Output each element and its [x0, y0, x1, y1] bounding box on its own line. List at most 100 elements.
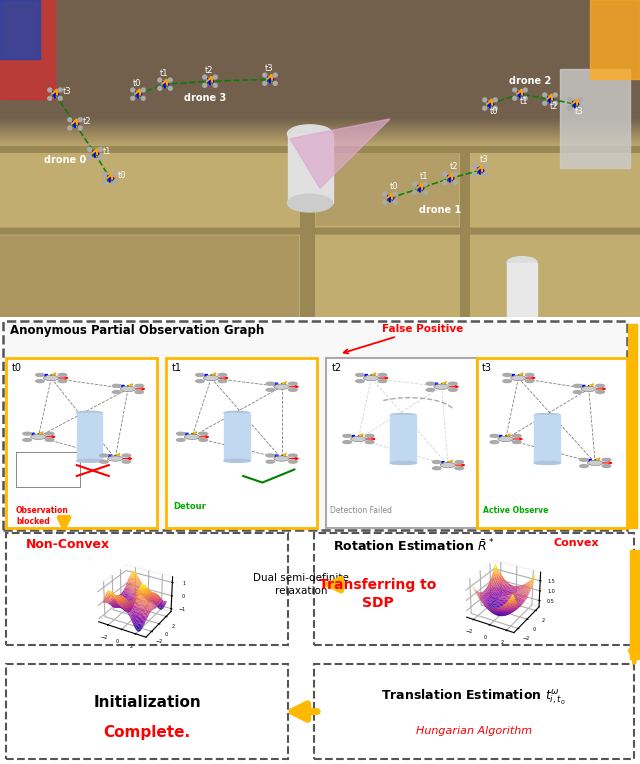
Text: t2: t2 — [205, 66, 214, 76]
Circle shape — [596, 384, 604, 387]
Text: t0: t0 — [133, 79, 141, 88]
Text: t3: t3 — [482, 363, 492, 373]
FancyBboxPatch shape — [3, 322, 627, 530]
Text: Dual semi-definite
relaxation: Dual semi-definite relaxation — [253, 573, 349, 596]
Circle shape — [503, 374, 511, 377]
Circle shape — [365, 441, 374, 444]
Circle shape — [45, 439, 54, 442]
FancyBboxPatch shape — [166, 358, 317, 528]
Circle shape — [141, 88, 145, 92]
Circle shape — [199, 439, 207, 442]
Circle shape — [525, 380, 534, 383]
Bar — [630, 549, 639, 659]
Circle shape — [204, 375, 219, 380]
Circle shape — [413, 182, 417, 186]
Circle shape — [513, 435, 521, 437]
Bar — [507, 263, 537, 322]
Circle shape — [113, 172, 117, 176]
Circle shape — [263, 82, 267, 86]
Circle shape — [433, 467, 441, 470]
Circle shape — [443, 180, 447, 184]
Circle shape — [568, 98, 572, 102]
Circle shape — [503, 380, 511, 383]
Circle shape — [423, 182, 428, 186]
Circle shape — [274, 384, 289, 390]
Circle shape — [184, 434, 200, 439]
Circle shape — [106, 174, 114, 182]
Text: Complete.: Complete. — [104, 725, 191, 740]
Circle shape — [120, 387, 136, 391]
Text: Anonymous Partial Observation Graph: Anonymous Partial Observation Graph — [10, 324, 264, 337]
Circle shape — [103, 180, 107, 184]
FancyBboxPatch shape — [6, 664, 288, 759]
Text: drone 1: drone 1 — [419, 205, 461, 215]
Circle shape — [483, 173, 487, 176]
Circle shape — [423, 190, 428, 194]
Ellipse shape — [534, 461, 560, 465]
Circle shape — [498, 436, 513, 442]
Circle shape — [68, 126, 72, 130]
Circle shape — [36, 374, 44, 377]
Circle shape — [378, 380, 387, 383]
Circle shape — [289, 454, 297, 457]
Circle shape — [266, 460, 275, 463]
Text: t1: t1 — [172, 363, 182, 373]
Circle shape — [365, 435, 374, 437]
Bar — [534, 415, 560, 463]
Circle shape — [490, 435, 499, 437]
Circle shape — [546, 96, 554, 103]
Circle shape — [356, 380, 364, 383]
Circle shape — [135, 390, 143, 393]
Circle shape — [58, 96, 62, 100]
Bar — [224, 413, 250, 461]
Circle shape — [168, 78, 172, 82]
Circle shape — [289, 382, 297, 385]
Ellipse shape — [390, 413, 416, 416]
Text: t2: t2 — [450, 163, 458, 171]
Text: Active Observe: Active Observe — [483, 507, 548, 516]
Circle shape — [573, 390, 582, 393]
Circle shape — [161, 80, 169, 88]
Circle shape — [483, 98, 486, 102]
Circle shape — [580, 465, 588, 468]
Circle shape — [433, 461, 441, 464]
Circle shape — [443, 172, 447, 176]
Circle shape — [100, 454, 108, 457]
Circle shape — [274, 456, 289, 461]
FancyBboxPatch shape — [477, 358, 627, 528]
Text: Rotation Estimation $\bar{R}^*$: Rotation Estimation $\bar{R}^*$ — [333, 538, 494, 554]
Text: False Positive: False Positive — [344, 324, 463, 354]
Text: Transferring to
SDP: Transferring to SDP — [319, 578, 436, 610]
Circle shape — [289, 460, 297, 463]
FancyBboxPatch shape — [326, 358, 477, 528]
Circle shape — [543, 93, 547, 97]
Circle shape — [524, 88, 527, 92]
Ellipse shape — [77, 411, 102, 414]
Circle shape — [446, 174, 454, 182]
Text: t3: t3 — [265, 64, 274, 73]
Ellipse shape — [224, 411, 250, 414]
Circle shape — [158, 86, 162, 90]
Circle shape — [122, 454, 131, 457]
Circle shape — [266, 382, 275, 385]
Ellipse shape — [287, 125, 333, 143]
Circle shape — [364, 375, 379, 380]
Circle shape — [44, 375, 59, 380]
Circle shape — [203, 75, 207, 79]
Circle shape — [100, 460, 108, 463]
Circle shape — [386, 194, 394, 202]
Circle shape — [263, 73, 267, 77]
Circle shape — [218, 374, 227, 377]
Text: t3: t3 — [480, 154, 488, 163]
FancyBboxPatch shape — [314, 664, 634, 759]
Circle shape — [134, 90, 142, 98]
Circle shape — [199, 432, 207, 435]
Circle shape — [58, 380, 67, 383]
Text: t1: t1 — [520, 97, 529, 106]
Circle shape — [88, 156, 92, 160]
FancyBboxPatch shape — [314, 533, 634, 645]
Polygon shape — [290, 119, 390, 188]
Circle shape — [571, 100, 579, 108]
Text: t2: t2 — [550, 102, 559, 111]
Circle shape — [168, 86, 172, 90]
